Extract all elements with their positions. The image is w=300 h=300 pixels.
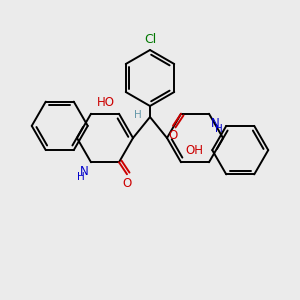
Text: N: N <box>211 117 220 130</box>
Text: O: O <box>168 129 178 142</box>
Text: H: H <box>77 172 85 182</box>
Text: H: H <box>134 110 142 120</box>
Text: H: H <box>215 124 223 134</box>
Text: N: N <box>80 165 89 178</box>
Text: Cl: Cl <box>144 33 156 46</box>
Text: OH: OH <box>185 144 203 157</box>
Text: HO: HO <box>97 96 115 109</box>
Text: O: O <box>122 177 132 190</box>
